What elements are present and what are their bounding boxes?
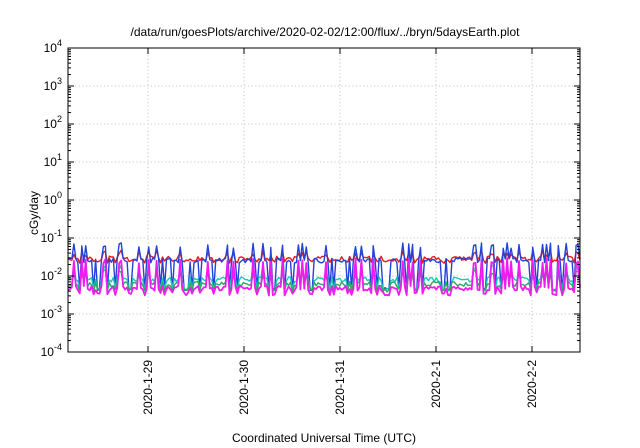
y-tick-label: 10-3 — [41, 304, 62, 321]
y-tick-label-exponent: -4 — [54, 342, 62, 352]
x-axis-label: Coordinated Universal Time (UTC) — [232, 431, 416, 445]
series-group — [67, 242, 581, 297]
y-tick-label-exponent: 4 — [57, 38, 62, 48]
y-tick-label-exponent: 2 — [57, 114, 62, 124]
y-tick-label-base: 10 — [44, 117, 58, 131]
y-tick-label-base: 10 — [41, 231, 55, 245]
y-tick-label: 103 — [44, 76, 62, 93]
y-tick-label-base: 10 — [41, 345, 55, 359]
axis-ticks — [68, 47, 580, 353]
y-tick-label: 104 — [44, 38, 62, 55]
grid — [68, 48, 580, 352]
y-tick-label-exponent: -1 — [54, 228, 62, 238]
y-tick-label: 100 — [44, 190, 62, 207]
y-tick-label-base: 10 — [41, 307, 55, 321]
y-tick-label: 10-4 — [41, 342, 62, 359]
y-tick-label-exponent: -3 — [54, 304, 62, 314]
x-tick-label: 2020-1-31 — [333, 360, 347, 415]
y-tick-label-exponent: 0 — [57, 190, 62, 200]
x-tick-label: 2020-1-29 — [141, 360, 155, 415]
x-tick-label: 2020-1-30 — [237, 360, 251, 415]
y-tick-label: 10-1 — [41, 228, 62, 245]
y-tick-label-exponent: 3 — [57, 76, 62, 86]
x-tick-labels: 2020-1-29 2020-1-30 2020-1-31 2020-2-1 2020-… — [141, 360, 539, 415]
x-tick-label: 2020-2-1 — [429, 360, 443, 408]
y-tick-label-exponent: -2 — [54, 266, 62, 276]
y-tick-label-base: 10 — [44, 79, 58, 93]
y-tick-label-base: 10 — [44, 41, 58, 55]
y-axis-label: cGy/day — [27, 191, 41, 235]
y-tick-label-base: 10 — [44, 193, 58, 207]
y-tick-label: 101 — [44, 152, 62, 169]
y-tick-label: 102 — [44, 114, 62, 131]
x-tick-label: 2020-2-2 — [525, 360, 539, 408]
y-tick-label-exponent: 1 — [57, 152, 62, 162]
y-tick-label: 10-2 — [41, 266, 62, 283]
chart-title: /data/run/goesPlots/archive/2020-02-02/1… — [131, 25, 521, 39]
y-tick-label-base: 10 — [44, 155, 58, 169]
y-tick-label-base: 10 — [41, 269, 55, 283]
series-line — [67, 257, 581, 297]
